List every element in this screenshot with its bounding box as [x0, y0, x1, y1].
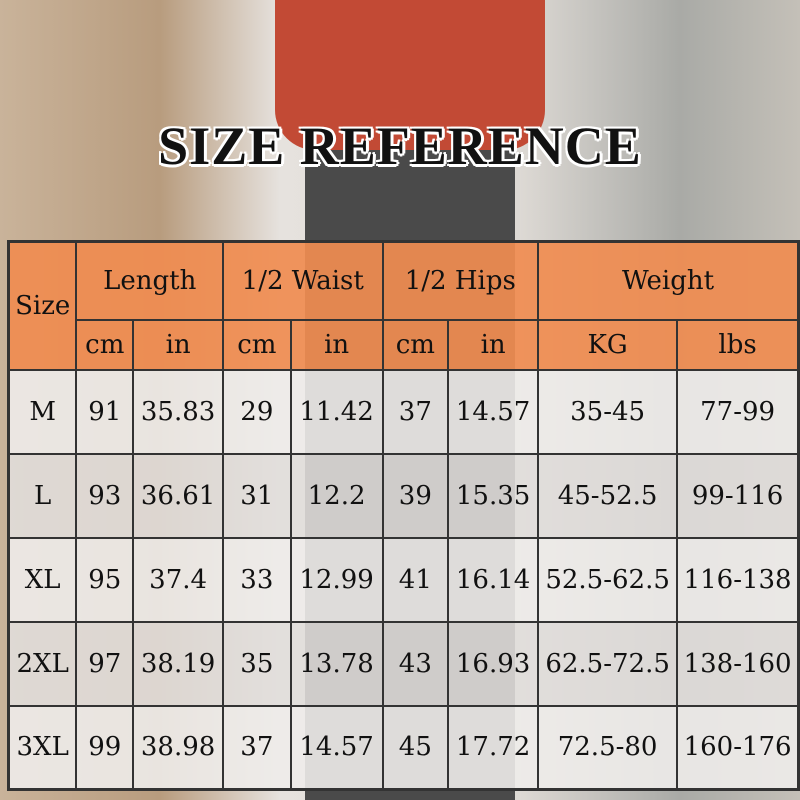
- value-cell: 36.61: [132, 452, 225, 539]
- size-cell: L: [7, 452, 78, 539]
- value-cell: 72.5-80: [537, 704, 679, 791]
- value-cell: 45-52.5: [537, 452, 679, 539]
- value-cell: 138-160: [676, 620, 800, 707]
- value-cell: 77-99: [676, 368, 800, 455]
- value-cell: 12.2: [289, 452, 384, 539]
- value-cell: 31: [222, 452, 292, 539]
- value-cell: 33: [222, 536, 292, 623]
- value-cell: 116-138: [676, 536, 800, 623]
- waist-header: 1/2 Waist: [222, 240, 384, 321]
- value-cell: 93: [75, 452, 135, 539]
- value-cell: 29: [222, 368, 292, 455]
- table-row: 3XL 99 38.98 37 14.57 45 17.72 72.5-80 160-176: [7, 704, 800, 791]
- value-cell: 35: [222, 620, 292, 707]
- value-cell: 160-176: [676, 704, 800, 791]
- size-cell: XL: [7, 536, 78, 623]
- value-cell: 12.99: [289, 536, 384, 623]
- size-table: Size Length 1/2 Waist 1/2 Hips Weight cm…: [7, 240, 800, 791]
- value-cell: 13.78: [289, 620, 384, 707]
- unit-header: lbs: [676, 318, 800, 371]
- value-cell: 16.93: [447, 620, 540, 707]
- unit-header: in: [289, 318, 384, 371]
- model-sweater: [275, 0, 545, 150]
- value-cell: 16.14: [447, 536, 540, 623]
- unit-header: in: [132, 318, 225, 371]
- hips-header: 1/2 Hips: [381, 240, 540, 321]
- size-cell: 2XL: [7, 620, 78, 707]
- value-cell: 45: [381, 704, 450, 791]
- unit-header: cm: [381, 318, 450, 371]
- value-cell: 17.72: [447, 704, 540, 791]
- table-row: XL 95 37.4 33 12.99 41 16.14 52.5-62.5 116-138: [7, 536, 800, 623]
- unit-header: KG: [537, 318, 679, 371]
- table-row: L 93 36.61 31 12.2 39 15.35 45-52.5 99-116: [7, 452, 800, 539]
- weight-header: Weight: [537, 240, 800, 321]
- value-cell: 97: [75, 620, 135, 707]
- value-cell: 39: [381, 452, 450, 539]
- size-cell: 3XL: [7, 704, 78, 791]
- value-cell: 62.5-72.5: [537, 620, 679, 707]
- value-cell: 11.42: [289, 368, 384, 455]
- value-cell: 37.4: [132, 536, 225, 623]
- value-cell: 14.57: [289, 704, 384, 791]
- table-row: 2XL 97 38.19 35 13.78 43 16.93 62.5-72.5 138-160: [7, 620, 800, 707]
- unit-header: in: [447, 318, 540, 371]
- page-title: SIZE REFERENCE: [158, 116, 642, 176]
- value-cell: 99: [75, 704, 135, 791]
- value-cell: 35-45: [537, 368, 679, 455]
- unit-header: cm: [75, 318, 135, 371]
- value-cell: 95: [75, 536, 135, 623]
- value-cell: 35.83: [132, 368, 225, 455]
- unit-header: cm: [222, 318, 292, 371]
- value-cell: 91: [75, 368, 135, 455]
- value-cell: 38.19: [132, 620, 225, 707]
- value-cell: 43: [381, 620, 450, 707]
- value-cell: 14.57: [447, 368, 540, 455]
- value-cell: 52.5-62.5: [537, 536, 679, 623]
- value-cell: 99-116: [676, 452, 800, 539]
- table-row: M 91 35.83 29 11.42 37 14.57 35-45 77-99: [7, 368, 800, 455]
- size-header: Size: [7, 240, 78, 371]
- value-cell: 15.35: [447, 452, 540, 539]
- value-cell: 38.98: [132, 704, 225, 791]
- value-cell: 41: [381, 536, 450, 623]
- value-cell: 37: [222, 704, 292, 791]
- value-cell: 37: [381, 368, 450, 455]
- size-cell: M: [7, 368, 78, 455]
- length-header: Length: [75, 240, 225, 321]
